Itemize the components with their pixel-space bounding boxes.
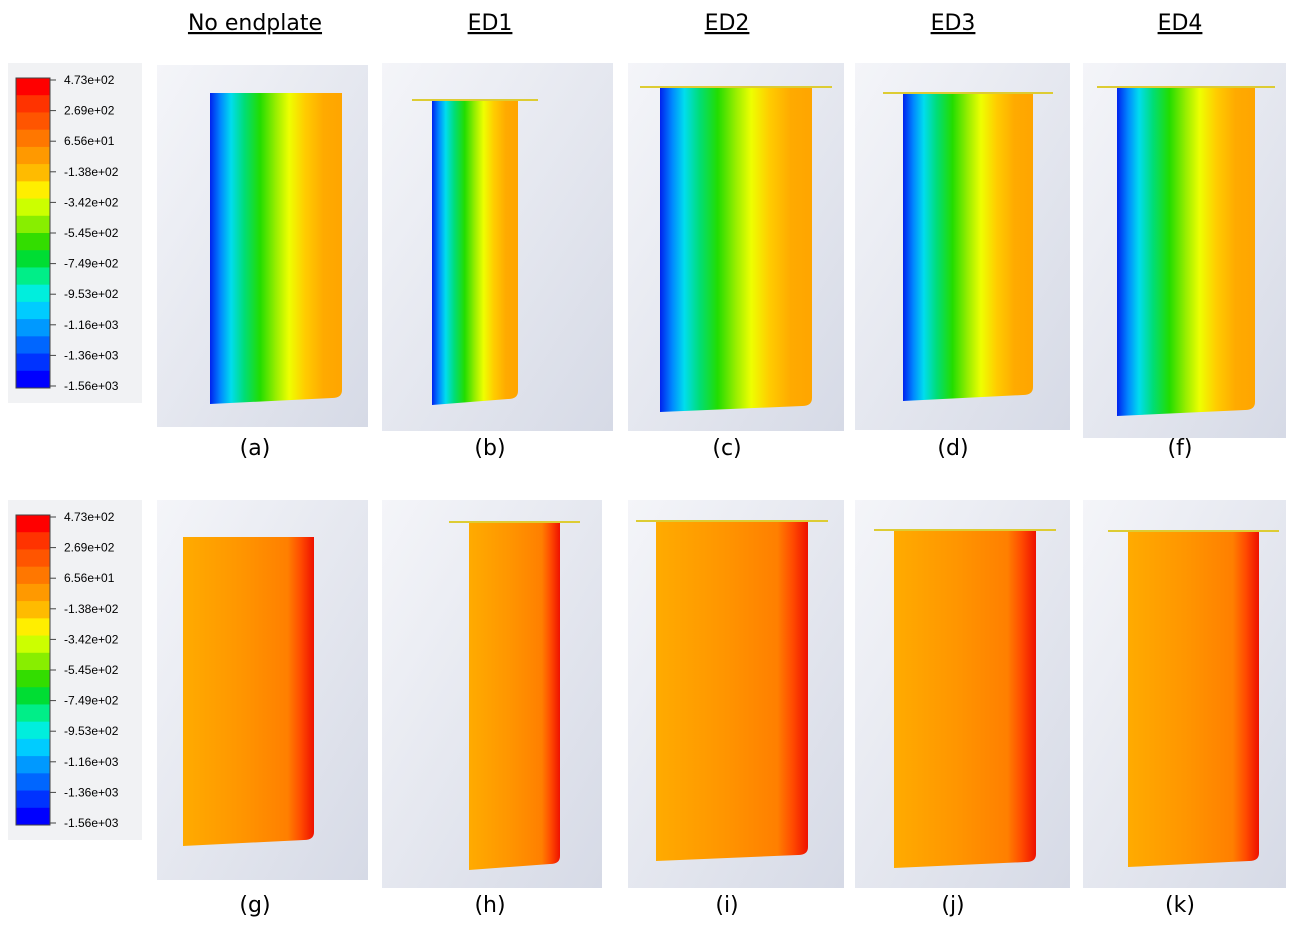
color-band xyxy=(16,791,50,809)
color-band xyxy=(16,354,50,372)
panel-label: (c) xyxy=(712,436,741,461)
contour-surface xyxy=(432,100,518,405)
color-band xyxy=(16,216,50,234)
contour-surface xyxy=(894,530,1036,868)
panel-label: (a) xyxy=(240,436,271,461)
color-band xyxy=(16,285,50,303)
color-band xyxy=(16,199,50,217)
color-band xyxy=(16,515,50,533)
color-band xyxy=(16,532,50,550)
contour-surface xyxy=(469,522,560,870)
color-band xyxy=(16,722,50,740)
color-band xyxy=(16,95,50,113)
color-band xyxy=(16,267,50,285)
panel-label: (b) xyxy=(474,436,505,461)
color-band xyxy=(16,601,50,619)
legend-label: -3.42e+02 xyxy=(64,632,119,646)
legend-label: -5.45e+02 xyxy=(64,226,119,240)
legend-label: -1.16e+03 xyxy=(64,755,119,769)
legend-label: -1.36e+03 xyxy=(64,348,119,362)
color-band xyxy=(16,302,50,320)
legend-label: -7.49e+02 xyxy=(64,257,119,271)
color-band xyxy=(16,250,50,268)
color-band xyxy=(16,653,50,671)
color-band xyxy=(16,636,50,654)
column-header: ED2 xyxy=(705,11,750,36)
legend-label: 6.56e+01 xyxy=(64,571,115,585)
color-band xyxy=(16,130,50,148)
color-band xyxy=(16,147,50,165)
legend-label: -1.38e+02 xyxy=(64,602,119,616)
color-band xyxy=(16,808,50,826)
color-band xyxy=(16,756,50,774)
color-band xyxy=(16,739,50,757)
color-band xyxy=(16,336,50,354)
color-band xyxy=(16,164,50,182)
panel-label: (k) xyxy=(1165,893,1195,918)
color-band xyxy=(16,181,50,199)
contour-surface xyxy=(1117,87,1255,416)
contour-surface xyxy=(656,521,808,861)
color-band xyxy=(16,233,50,251)
legend-label: 4.73e+02 xyxy=(64,73,115,87)
color-band xyxy=(16,319,50,337)
figure: No endplate ED1 ED2 ED3 ED4 4.73e+02 2.69e+02 6… xyxy=(0,0,1295,926)
color-band xyxy=(16,618,50,636)
legend-label: 2.69e+02 xyxy=(64,104,115,118)
legend-label: 6.56e+01 xyxy=(64,134,115,148)
legend-label: -1.36e+03 xyxy=(64,785,119,799)
contour-surface xyxy=(903,93,1033,401)
contour-surface xyxy=(1128,531,1259,867)
color-band xyxy=(16,670,50,688)
legend-label: -1.16e+03 xyxy=(64,318,119,332)
contour-surface xyxy=(210,93,342,404)
legend-label: -1.56e+03 xyxy=(64,379,119,393)
legend-label: 2.69e+02 xyxy=(64,541,115,555)
color-band xyxy=(16,371,50,389)
legend-label: -9.53e+02 xyxy=(64,724,119,738)
column-header: ED3 xyxy=(931,11,976,36)
legend-label: -1.56e+03 xyxy=(64,816,119,830)
legend-label: -9.53e+02 xyxy=(64,287,119,301)
color-band xyxy=(16,567,50,585)
color-band xyxy=(16,549,50,567)
legend-label: -3.42e+02 xyxy=(64,195,119,209)
contour-surface xyxy=(660,87,812,412)
panel-label: (j) xyxy=(941,893,964,918)
legend-label: 4.73e+02 xyxy=(64,510,115,524)
color-band xyxy=(16,687,50,705)
color-band xyxy=(16,78,50,96)
column-header: No endplate xyxy=(188,11,322,36)
column-header: ED1 xyxy=(468,11,513,36)
column-header: ED4 xyxy=(1158,11,1203,36)
legend-label: -1.38e+02 xyxy=(64,165,119,179)
color-band xyxy=(16,112,50,130)
color-band xyxy=(16,704,50,722)
panel-label: (d) xyxy=(937,436,968,461)
panel-label: (f) xyxy=(1168,436,1193,461)
legend-label: -7.49e+02 xyxy=(64,694,119,708)
panel-label: (g) xyxy=(239,893,270,918)
legend-label: -5.45e+02 xyxy=(64,663,119,677)
contour-surface xyxy=(183,537,314,846)
color-band xyxy=(16,773,50,791)
color-band xyxy=(16,584,50,602)
panel-label: (i) xyxy=(715,893,738,918)
panel-label: (h) xyxy=(474,893,505,918)
